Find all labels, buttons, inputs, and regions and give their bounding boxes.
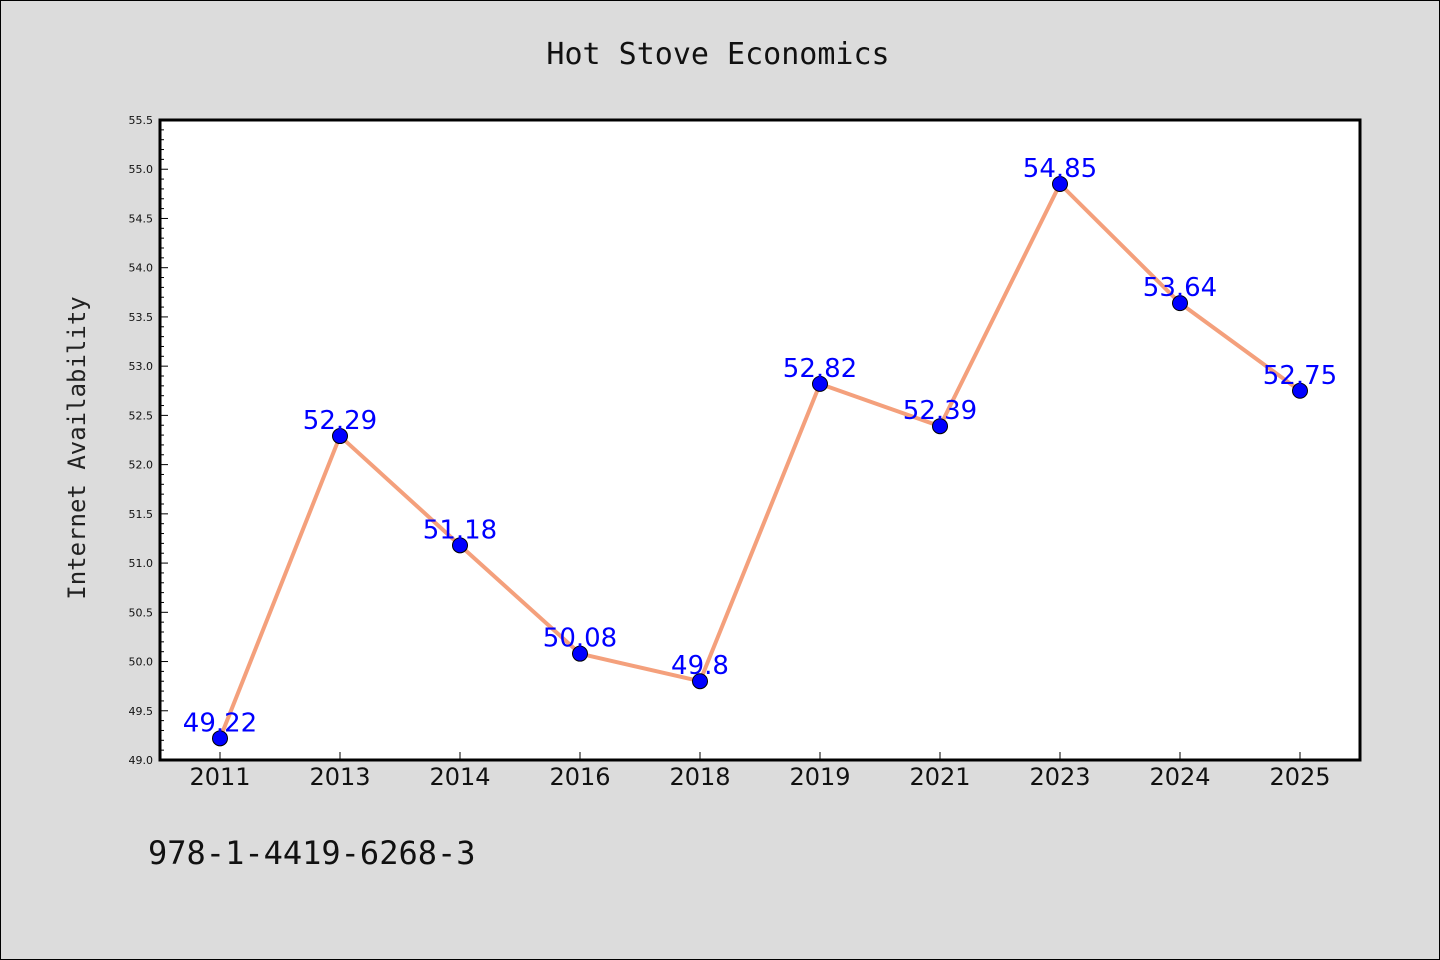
x-tick-label: 2025 — [1269, 763, 1330, 791]
data-label: 53.64 — [1143, 273, 1217, 303]
x-tick-label: 2011 — [189, 763, 250, 791]
data-label: 50.08 — [543, 624, 617, 654]
x-tick-label: 2021 — [909, 763, 970, 791]
y-tick-label: 54.5 — [129, 212, 154, 225]
data-label: 51.18 — [423, 515, 497, 545]
y-tick-label: 53.0 — [129, 360, 154, 373]
chart-title: Hot Stove Economics — [546, 37, 889, 72]
data-point — [212, 730, 228, 747]
data-point — [1052, 176, 1068, 192]
y-tick-label: 53.5 — [129, 311, 154, 324]
data-point — [1292, 382, 1308, 399]
data-label: 52.82 — [783, 354, 857, 384]
data-label: 52.39 — [903, 396, 977, 426]
y-tick-label: 54.0 — [129, 262, 154, 275]
data-label: 49.22 — [183, 708, 257, 738]
y-axis-label: Internet Availability — [63, 296, 91, 599]
y-tick-label: 55.0 — [129, 163, 154, 176]
data-point — [332, 428, 348, 445]
y-tick-label: 52.0 — [129, 459, 154, 472]
y-tick-label: 52.5 — [129, 409, 154, 422]
y-tick-label: 49.5 — [129, 705, 154, 718]
y-tick-label: 55.5 — [129, 114, 154, 127]
data-point — [572, 645, 588, 662]
x-tick-label: 2013 — [309, 763, 370, 791]
y-tick-label: 51.0 — [129, 557, 154, 570]
y-tick-label: 50.5 — [129, 606, 154, 619]
data-point — [1172, 295, 1188, 312]
x-tick-label: 2014 — [429, 763, 490, 791]
data-point — [692, 673, 708, 690]
x-tick-label: 2018 — [669, 763, 730, 791]
data-label: 49.8 — [671, 651, 729, 681]
data-point — [452, 537, 468, 554]
series-group: 49.22 52.29 51.18 50.08 49.8 52.82 52.39 54.85 5… — [183, 154, 1337, 747]
data-label: 52.29 — [303, 406, 377, 436]
y-tick-label: 49.0 — [129, 754, 154, 767]
x-tick-label: 2023 — [1029, 763, 1090, 791]
data-point — [812, 375, 828, 392]
x-tick-label: 2019 — [789, 763, 850, 791]
x-axis-ticks: 2011 2013 2014 2016 2018 2019 2021 2023 2024 2025 — [189, 752, 1331, 791]
series-line — [218, 182, 1302, 740]
x-tick-label: 2024 — [1149, 763, 1210, 791]
plot-area — [158, 118, 1362, 762]
data-point — [932, 418, 948, 435]
y-axis-ticks: 49.0 49.5 50.0 50.5 51.0 51.5 52.0 52.5 53.0 53.5… — [129, 114, 168, 767]
y-tick-label: 50.0 — [129, 656, 154, 669]
isbn-footer: 978-1-4419-6268-3 — [148, 834, 476, 872]
x-tick-label: 2016 — [549, 763, 610, 791]
y-tick-label: 51.5 — [129, 508, 154, 521]
data-label: 52.75 — [1263, 361, 1337, 391]
data-label: 54.85 — [1023, 154, 1097, 184]
